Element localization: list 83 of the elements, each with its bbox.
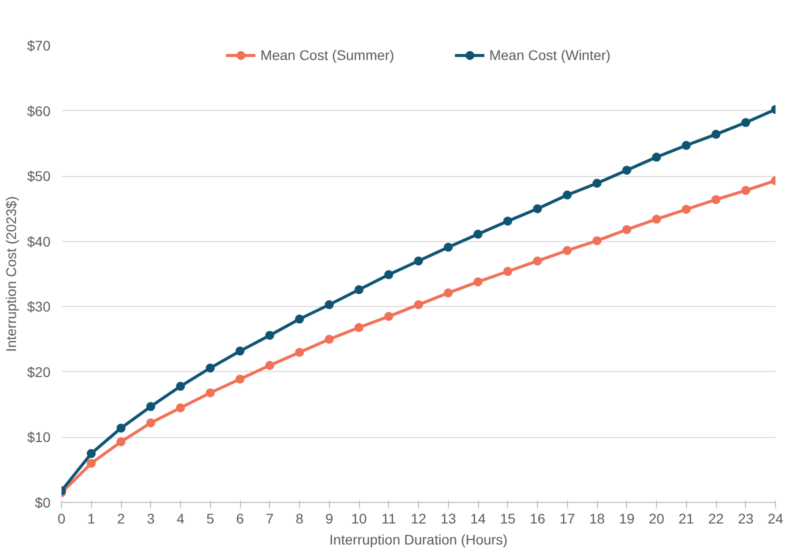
- x-tick-label: 16: [530, 510, 546, 526]
- point: [562, 246, 572, 255]
- point: [295, 348, 304, 357]
- y-tick-label: $50: [27, 168, 51, 184]
- x-tick-label: 20: [648, 510, 664, 526]
- point: [324, 334, 334, 344]
- point: [236, 346, 244, 356]
- point: [622, 166, 632, 175]
- x-tick-label: 22: [708, 510, 724, 526]
- point: [741, 186, 750, 195]
- x-tick-label: 23: [738, 510, 754, 526]
- y-tick-label: $70: [27, 38, 51, 54]
- x-tick-label: 9: [325, 510, 334, 526]
- point: [474, 277, 482, 286]
- x-tick-label: 3: [146, 510, 155, 526]
- legend-label: Mean Cost (Winter): [489, 47, 611, 63]
- point: [622, 225, 632, 234]
- point: [682, 204, 691, 214]
- point: [592, 178, 602, 188]
- point: [414, 300, 423, 310]
- point: [444, 288, 453, 298]
- point: [176, 382, 185, 391]
- point: [533, 256, 542, 266]
- point: [146, 402, 156, 412]
- x-tick-label: 18: [589, 510, 605, 526]
- point: [176, 403, 185, 412]
- point: [86, 449, 96, 458]
- x-tick-label: 2: [117, 510, 126, 526]
- point: [503, 216, 512, 226]
- point: [503, 266, 512, 276]
- x-tick-label: 15: [500, 510, 516, 526]
- x-tick-label: 7: [266, 510, 274, 526]
- point: [236, 374, 244, 384]
- point: [324, 300, 334, 310]
- point: [414, 256, 423, 266]
- x-tick-label: 5: [206, 510, 214, 526]
- x-tick-label: 10: [351, 510, 367, 526]
- point: [354, 323, 364, 332]
- x-tick-label: 4: [176, 510, 185, 526]
- y-tick-label: $30: [27, 298, 51, 315]
- x-tick-label: 6: [236, 510, 244, 526]
- point: [712, 130, 720, 139]
- point: [384, 312, 394, 321]
- x-tick-label: 21: [678, 510, 694, 526]
- y-tick-label: $0: [34, 494, 51, 510]
- y-tick-label: $20: [27, 364, 51, 380]
- point: [295, 314, 304, 324]
- x-tick-label: 0: [58, 510, 66, 526]
- x-tick-label: 11: [381, 510, 396, 526]
- point: [474, 230, 482, 239]
- point: [533, 204, 542, 214]
- x-tick-label: 24: [768, 510, 784, 526]
- y-axis-title: Interruption Cost (2023$): [3, 196, 20, 352]
- x-axis-title: Interruption Duration (Hours): [329, 532, 508, 548]
- x-tick-label: 13: [440, 510, 456, 526]
- y-tick-label: $40: [27, 233, 51, 250]
- point: [265, 360, 274, 370]
- y-tick-label: $60: [27, 102, 51, 119]
- x-tick-label: 12: [410, 510, 426, 526]
- point: [354, 285, 364, 294]
- point: [652, 214, 661, 224]
- point: [86, 458, 96, 468]
- x-tick-label: 8: [296, 510, 304, 526]
- x-tick-label: 19: [618, 510, 635, 526]
- point: [206, 388, 215, 398]
- point: [146, 418, 156, 428]
- point: [116, 424, 126, 433]
- legend-label: Mean Cost (Summer): [260, 47, 394, 63]
- point: [712, 195, 720, 204]
- point: [682, 140, 691, 150]
- point: [265, 330, 274, 340]
- point: [592, 236, 602, 246]
- point: [384, 270, 394, 280]
- point: [652, 152, 661, 162]
- point: [562, 190, 572, 200]
- x-tick-label: 17: [559, 510, 576, 526]
- y-tick-label: $10: [27, 429, 51, 446]
- point: [741, 118, 750, 128]
- point: [116, 437, 126, 446]
- x-tick-label: 1: [87, 510, 96, 526]
- point: [206, 364, 215, 373]
- x-tick-label: 14: [470, 510, 486, 526]
- point: [444, 242, 453, 252]
